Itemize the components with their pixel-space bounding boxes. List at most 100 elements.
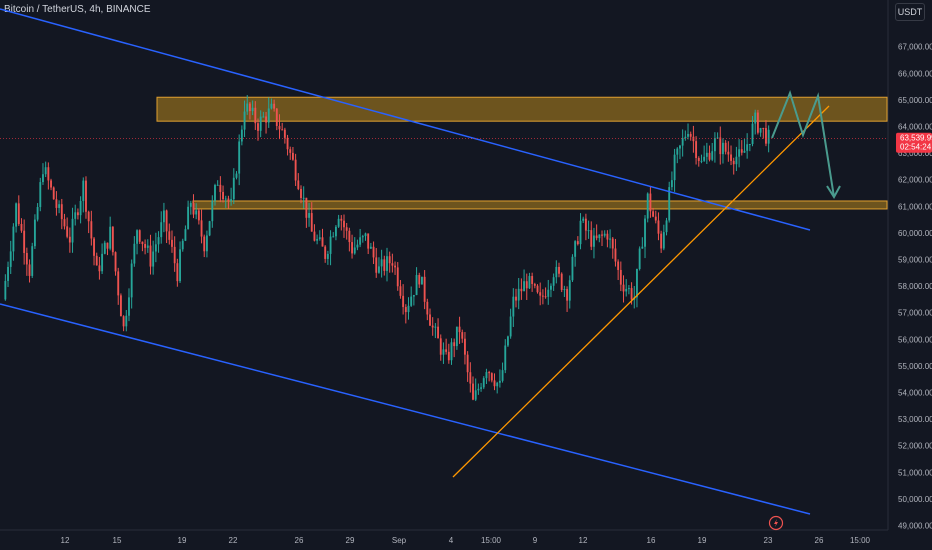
candle-body [593,235,595,247]
candle-body [291,152,294,160]
candle-body [488,372,491,374]
candle-body [160,222,163,238]
candle-body [189,203,192,207]
candle-body [429,314,431,326]
candle-body [611,238,614,249]
x-tick-label: 19 [178,536,187,545]
candle-body [154,244,157,252]
candle-body [179,249,181,282]
channel-upper-line[interactable] [0,8,811,231]
candle-body [87,211,90,222]
candle-body [316,238,319,241]
x-tick-label: 12 [61,536,70,545]
candle-body [751,123,754,145]
candle-body [149,245,152,267]
candle-body [662,232,665,249]
candle-body [119,295,122,317]
candle-body [133,243,136,264]
y-tick-label: 66,000.00 [898,69,932,78]
ascending-trendline[interactable] [452,105,830,478]
channel-lower-line[interactable] [0,303,811,515]
candle-body [181,240,184,250]
candle-body [388,256,391,264]
x-tick-label: 26 [295,536,304,545]
candle-body [219,184,222,192]
candle-body [375,257,378,273]
candle-body [246,103,249,112]
candle-body [165,210,168,232]
candle-body [232,177,235,200]
candle-body [762,128,765,130]
candle-body [176,263,179,282]
y-tick-label: 51,000.00 [898,468,932,477]
candle-body [136,230,138,244]
candle-body [719,137,722,155]
candle-body [52,187,55,200]
candle-body [351,242,354,254]
candle-body [738,149,741,157]
x-tick-label: 16 [647,536,656,545]
candle-body [9,251,12,267]
x-tick-label: 9 [533,536,538,545]
candle-body [281,129,284,131]
candle-body [321,237,324,247]
candle-body [533,283,536,286]
candle-body [383,259,386,271]
candle-body [152,251,155,267]
candle-body [173,246,176,264]
candle-body [501,370,504,381]
candle-body [687,133,689,137]
candle-body [334,226,337,237]
candle-body [353,247,356,254]
candle-body [455,326,458,347]
candle-body [412,295,415,297]
candle-body [130,263,133,298]
candle-body [630,288,633,300]
candle-body [310,213,313,232]
candle-body [735,156,738,165]
candle-body [79,200,82,216]
candle-body [47,167,50,181]
candle-body [636,269,638,298]
candle-body [297,180,300,189]
candle-body [767,129,770,144]
candle-body [498,380,501,383]
x-tick-label: 19 [698,536,707,545]
y-tick-label: 54,000.00 [898,389,932,398]
candle-body [576,241,579,245]
candle-body [372,246,375,258]
candle-body [187,206,190,230]
candle-body [579,220,582,245]
projection-path[interactable] [771,90,835,198]
candle-body [705,152,708,157]
candle-body [496,382,499,387]
candle-body [114,252,117,272]
candle-countdown: 02:54:24 [900,143,932,152]
candle-body [410,296,413,306]
candle-body [111,226,114,253]
y-tick-label: 56,000.00 [898,335,932,344]
candle-body [208,221,211,236]
candle-body [536,285,539,293]
bolt-icon[interactable] [768,515,784,531]
candle-body [415,274,418,296]
candle-body [74,212,77,219]
candle-body [547,289,550,297]
candle-body [58,204,61,208]
candle-body [380,259,383,267]
y-tick-label: 64,000.00 [898,123,932,132]
candle-body [474,390,477,400]
candle-body [101,253,104,272]
candle-body [98,265,101,272]
candle-body [517,288,520,301]
candle-body [407,305,410,313]
candle-body [528,276,531,289]
x-tick-label: 22 [229,536,238,545]
candle-body [82,180,85,201]
currency-button[interactable]: USDT [895,3,925,21]
candle-body [308,213,310,218]
candle-body [55,199,58,208]
candle-body [222,191,224,200]
candle-body [238,141,241,174]
